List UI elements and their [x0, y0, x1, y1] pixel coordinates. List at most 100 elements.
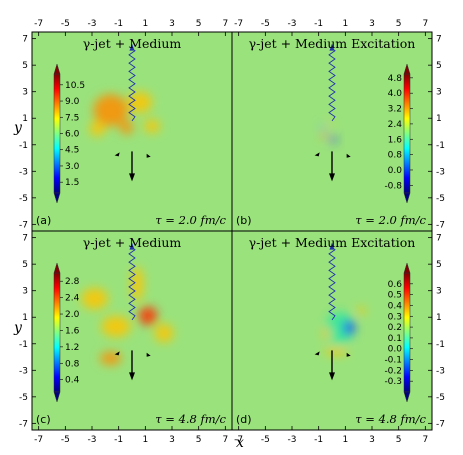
y-tick-label-right: 5	[436, 61, 442, 71]
y-tick-label-left: 1	[22, 313, 28, 323]
x-tick-label-top: -1	[114, 19, 123, 29]
heatmap-blob	[89, 121, 106, 137]
y-tick-label-right: 5	[436, 260, 442, 270]
colorbar-tick-label: -0.1	[384, 356, 402, 366]
x-tick-label-bottom: -3	[288, 435, 297, 445]
y-tick-label-left: 5	[22, 61, 28, 71]
heatmap-blob	[93, 94, 128, 127]
x-tick-label-bottom: 3	[369, 435, 375, 445]
colorbar-tick-label: 0.4	[65, 376, 80, 386]
y-tick-label-left: 3	[22, 88, 28, 98]
panel-title: γ-jet + Medium	[83, 36, 182, 51]
heatmap-blob	[330, 136, 337, 143]
colorbar-tick-label: 7.5	[65, 113, 79, 123]
x-tick-label-top: 7	[422, 19, 428, 29]
heatmap-blob	[326, 121, 333, 126]
x-tick-label-bottom: 1	[342, 435, 348, 445]
y-axis-label-top: y	[13, 120, 23, 136]
y-tick-label-left: -1	[19, 141, 28, 151]
heatmap-blob	[322, 327, 331, 339]
panel-title: γ-jet + Medium Excitation	[249, 235, 416, 250]
y-tick-label-right: -1	[436, 340, 445, 350]
x-tick-label-top: 3	[369, 19, 375, 29]
y-tick-label-left: 1	[22, 114, 28, 124]
x-tick-label-bottom: -7	[34, 435, 43, 445]
panel-2: 4.8 4.0 3.2 2.4 1.6 0.8 0.0 -0.8 γ-jet + Medium …	[231, 31, 433, 232]
heatmap-background	[232, 32, 432, 231]
x-tick-label-top: 1	[342, 19, 348, 29]
colorbar-tick-label: 0.2	[388, 323, 402, 333]
colorbar-tick-label: 2.0	[65, 310, 80, 320]
small-arrow-icon	[314, 351, 320, 356]
x-tick-label-bottom: 7	[422, 435, 428, 445]
colorbar-tick-label: 3.2	[388, 105, 402, 115]
photon-wavy-line	[128, 43, 136, 122]
heatmap-blob	[324, 348, 348, 356]
jet-arrow	[129, 350, 135, 381]
y-tick-label-right: -5	[436, 194, 445, 204]
x-tick-label-bottom: 3	[169, 435, 175, 445]
y-tick-label-right: 7	[436, 35, 442, 45]
heatmap-blob	[138, 306, 158, 326]
x-tick-label-bottom: -1	[314, 435, 323, 445]
y-tick-label-left: -1	[19, 340, 28, 350]
colorbar: 2.8 2.4 2.0 1.6 1.2 0.8 0.4	[53, 262, 80, 403]
y-tick-label-right: -3	[436, 167, 445, 177]
x-tick-label-top: 7	[222, 19, 228, 29]
heatmap-blob	[120, 120, 134, 135]
small-arrow-icon	[346, 352, 351, 357]
x-tick-label-bottom: -5	[261, 435, 270, 445]
panel-label: (a)	[36, 214, 51, 227]
x-axis-label: x	[236, 435, 244, 451]
x-tick-label-bottom: -7	[234, 435, 243, 445]
y-tick-label-right: -1	[436, 141, 445, 151]
colorbar-tick-label: 9.0	[65, 97, 80, 107]
colorbar-tick-label: 4.0	[388, 89, 403, 99]
colorbar-tick-label: 0.5	[388, 291, 402, 301]
colorbar: 4.8 4.0 3.2 2.4 1.6 0.8 0.0 -0.8	[384, 63, 413, 204]
x-tick-label-bottom: -5	[61, 435, 70, 445]
y-tick-label-left: -3	[19, 167, 28, 177]
heatmap-blob	[100, 351, 122, 366]
photon-wavy-line	[328, 242, 336, 321]
heatmap-blob	[344, 320, 355, 336]
x-tick-label-bottom: -3	[88, 435, 97, 445]
jet-arrow	[329, 151, 335, 182]
panel-3: 2.8 2.4 2.0 1.6 1.2 0.8 0.4 γ-jet + Medium (c) τ …	[31, 230, 233, 431]
small-arrow-icon	[146, 352, 151, 357]
x-tick-label-bottom: 5	[196, 435, 202, 445]
colorbar-tick-label: 2.4	[65, 294, 80, 304]
y-tick-label-right: 7	[436, 234, 442, 244]
colorbar-tick-label: 1.2	[65, 343, 79, 353]
small-arrow-icon	[346, 153, 351, 158]
y-tick-label-left: 7	[22, 234, 28, 244]
colorbar-tick-label: 0.4	[388, 301, 403, 311]
x-tick-label-top: -5	[261, 19, 270, 29]
x-tick-label-bottom: 1	[142, 435, 148, 445]
x-tick-label-top: 1	[142, 19, 148, 29]
small-arrow-icon	[114, 152, 120, 157]
y-tick-label-left: 7	[22, 35, 28, 45]
colorbar-tick-label: 0.8	[65, 359, 80, 369]
colorbar-tick-label: 0.1	[388, 334, 402, 344]
colorbar-tick-label: 0.0	[388, 345, 403, 355]
colorbar-tick-label: 0.3	[388, 312, 402, 322]
colorbar-tick-label: 0.0	[388, 166, 403, 176]
colorbar-tick-label: 4.5	[65, 146, 79, 156]
heatmap-blob	[154, 323, 174, 343]
colorbar-tick-label: 6.0	[65, 130, 80, 140]
x-tick-label-top: -3	[88, 19, 97, 29]
heatmap-blob	[357, 306, 366, 315]
colorbar-tick-label: 4.8	[388, 74, 403, 84]
x-tick-label-top: -7	[34, 19, 43, 29]
x-tick-label-bottom: -1	[114, 435, 123, 445]
y-tick-label-left: -5	[19, 194, 28, 204]
y-tick-label-left: -7	[19, 419, 28, 429]
colorbar-tick-label: 1.5	[65, 178, 79, 188]
panel-label: (c)	[36, 413, 51, 426]
panel-label: (b)	[236, 214, 252, 227]
colorbar-tick-label: -0.8	[384, 181, 402, 191]
colorbar-tick-label: 3.0	[65, 162, 80, 172]
x-tick-label-bottom: 5	[396, 435, 402, 445]
